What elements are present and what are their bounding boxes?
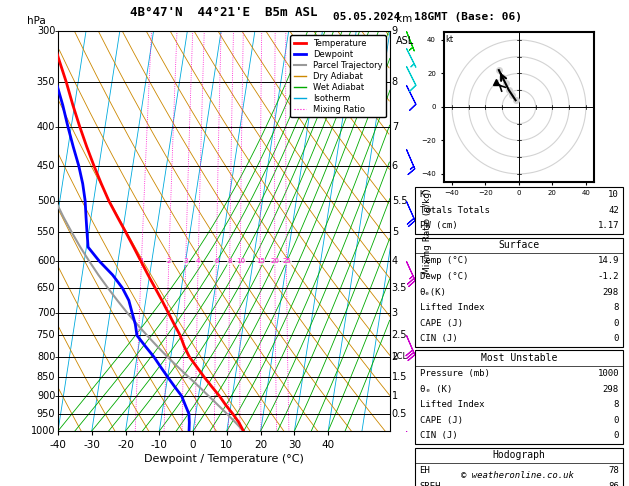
Text: 3: 3	[184, 258, 188, 264]
Text: 650: 650	[37, 283, 55, 293]
Text: km: km	[396, 14, 413, 24]
Text: 5.5: 5.5	[392, 196, 407, 206]
Text: 3: 3	[392, 308, 398, 317]
Text: LCL: LCL	[392, 352, 407, 362]
Text: 1: 1	[392, 391, 398, 401]
Text: 2.5: 2.5	[392, 330, 407, 340]
Text: 4: 4	[392, 256, 398, 266]
Text: 2: 2	[167, 258, 171, 264]
Text: 900: 900	[37, 391, 55, 401]
Text: 298: 298	[603, 288, 619, 296]
Text: Lifted Index: Lifted Index	[420, 400, 484, 409]
Text: 8: 8	[228, 258, 232, 264]
Text: 0: 0	[613, 432, 619, 440]
Text: 10: 10	[608, 191, 619, 199]
Text: PW (cm): PW (cm)	[420, 222, 457, 230]
Text: 86: 86	[608, 482, 619, 486]
Text: SREH: SREH	[420, 482, 441, 486]
Text: Lifted Index: Lifted Index	[420, 303, 484, 312]
Text: ASL: ASL	[396, 36, 415, 46]
Text: 350: 350	[37, 77, 55, 87]
Text: 2: 2	[392, 352, 398, 362]
Text: 800: 800	[37, 352, 55, 362]
Text: θₑ (K): θₑ (K)	[420, 385, 452, 394]
Text: 7: 7	[392, 122, 398, 132]
Text: 78: 78	[608, 467, 619, 475]
Text: 14.9: 14.9	[598, 257, 619, 265]
Text: Mixing Ratio (g/kg): Mixing Ratio (g/kg)	[423, 188, 432, 274]
Text: θₑ(K): θₑ(K)	[420, 288, 447, 296]
Text: CAPE (J): CAPE (J)	[420, 416, 462, 425]
Text: 42: 42	[608, 206, 619, 215]
Text: 1000: 1000	[598, 369, 619, 378]
Text: 500: 500	[37, 196, 55, 206]
Text: 1.5: 1.5	[392, 372, 407, 382]
Text: Totals Totals: Totals Totals	[420, 206, 489, 215]
Text: Most Unstable: Most Unstable	[481, 353, 557, 363]
Text: 400: 400	[37, 122, 55, 132]
Text: Temp (°C): Temp (°C)	[420, 257, 468, 265]
Text: hPa: hPa	[26, 16, 45, 26]
Text: 0: 0	[613, 334, 619, 343]
Text: 0.5: 0.5	[392, 409, 407, 419]
Text: 8: 8	[613, 303, 619, 312]
Text: Surface: Surface	[498, 241, 540, 250]
Text: CIN (J): CIN (J)	[420, 334, 457, 343]
Text: 9: 9	[392, 26, 398, 36]
X-axis label: Dewpoint / Temperature (°C): Dewpoint / Temperature (°C)	[144, 454, 304, 464]
Text: Hodograph: Hodograph	[493, 451, 545, 460]
Text: 0: 0	[613, 319, 619, 328]
Text: 0: 0	[613, 416, 619, 425]
Text: 950: 950	[37, 409, 55, 419]
Text: 6: 6	[214, 258, 219, 264]
Text: 1000: 1000	[31, 426, 55, 436]
Text: 4: 4	[196, 258, 201, 264]
Legend: Temperature, Dewpoint, Parcel Trajectory, Dry Adiabat, Wet Adiabat, Isotherm, Mi: Temperature, Dewpoint, Parcel Trajectory…	[291, 35, 386, 117]
Text: © weatheronline.co.uk: © weatheronline.co.uk	[460, 471, 574, 480]
Text: 750: 750	[36, 330, 55, 340]
Text: 10: 10	[236, 258, 245, 264]
Text: 15: 15	[256, 258, 265, 264]
Text: EH: EH	[420, 467, 430, 475]
Text: 25: 25	[282, 258, 291, 264]
Text: 05.05.2024  18GMT (Base: 06): 05.05.2024 18GMT (Base: 06)	[333, 12, 522, 22]
Text: kt: kt	[445, 35, 454, 44]
Text: 4B°47'N  44°21'E  B5m ASL: 4B°47'N 44°21'E B5m ASL	[130, 6, 318, 19]
Text: CAPE (J): CAPE (J)	[420, 319, 462, 328]
Text: 6: 6	[392, 161, 398, 171]
Text: CIN (J): CIN (J)	[420, 432, 457, 440]
Text: -1.2: -1.2	[598, 272, 619, 281]
Text: 1: 1	[139, 258, 143, 264]
Text: 298: 298	[603, 385, 619, 394]
Text: 1.17: 1.17	[598, 222, 619, 230]
Text: 20: 20	[270, 258, 279, 264]
Text: 850: 850	[37, 372, 55, 382]
Text: Dewp (°C): Dewp (°C)	[420, 272, 468, 281]
Text: 5: 5	[392, 227, 398, 237]
Text: 8: 8	[613, 400, 619, 409]
Text: 8: 8	[392, 77, 398, 87]
Text: 450: 450	[37, 161, 55, 171]
Text: 3.5: 3.5	[392, 283, 407, 293]
Text: K: K	[420, 191, 425, 199]
Text: 550: 550	[36, 227, 55, 237]
Text: 600: 600	[37, 256, 55, 266]
Text: Pressure (mb): Pressure (mb)	[420, 369, 489, 378]
Text: 300: 300	[37, 26, 55, 36]
Text: 700: 700	[37, 308, 55, 317]
